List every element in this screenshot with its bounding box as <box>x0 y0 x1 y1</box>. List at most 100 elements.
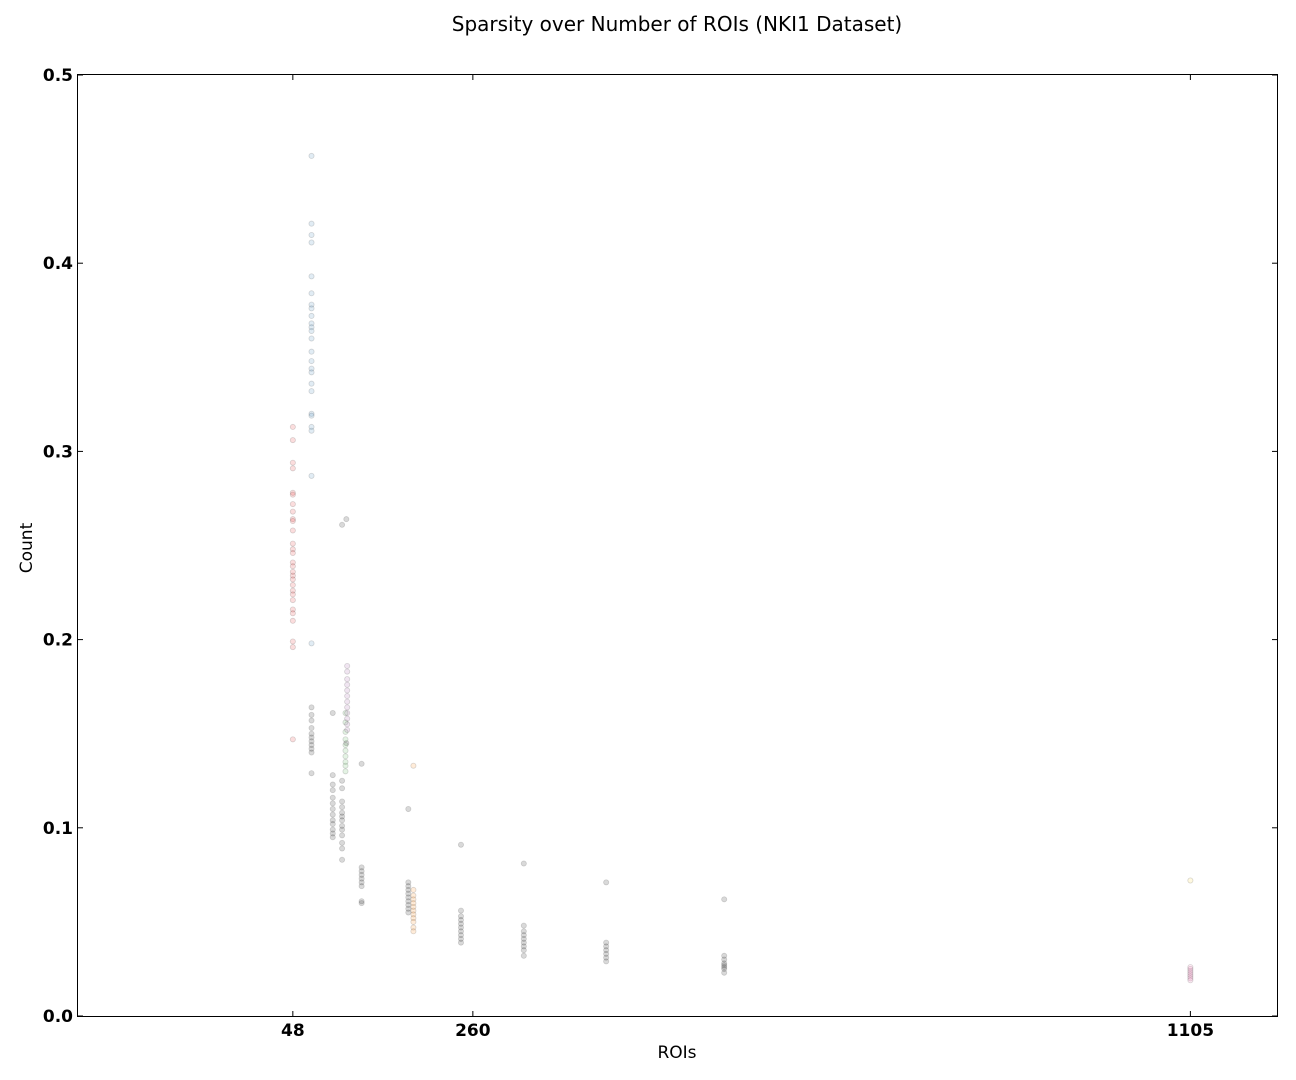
x-axis-label: ROIs <box>657 1043 696 1063</box>
data-point-s5-10 <box>410 924 417 931</box>
data-point-s2-90 <box>721 964 728 971</box>
data-point-s0-27 <box>289 644 296 651</box>
data-point-s5-8 <box>410 915 417 922</box>
data-point-s2-6 <box>308 738 315 745</box>
data-point-s2-53 <box>405 890 412 897</box>
x-tick-label: 260 <box>455 1021 491 1041</box>
data-point-s5-5 <box>410 903 417 910</box>
data-point-s2-84 <box>603 958 610 965</box>
data-point-s6-0 <box>1187 877 1194 884</box>
data-point-s2-80 <box>603 943 610 950</box>
data-point-s5-4 <box>410 900 417 907</box>
data-point-s2-54 <box>405 894 412 901</box>
data-point-s0-12 <box>289 546 296 553</box>
data-point-s2-78 <box>603 879 610 886</box>
y-tick-label: 0.5 <box>43 66 73 86</box>
data-point-s1-10 <box>308 324 315 331</box>
data-point-s1-8 <box>308 312 315 319</box>
data-point-s7-0 <box>1187 964 1194 971</box>
data-point-s1-16 <box>308 369 315 376</box>
data-point-s1-1 <box>308 220 315 227</box>
data-point-s7-5 <box>1187 973 1194 980</box>
data-point-s7-6 <box>1187 975 1194 982</box>
data-point-s4-4 <box>344 687 351 694</box>
data-point-s2-47 <box>358 898 365 905</box>
data-point-s0-16 <box>289 568 296 575</box>
data-point-s1-24 <box>308 640 315 647</box>
data-point-s0-19 <box>289 582 296 589</box>
y-tick-label: 0.1 <box>43 819 73 839</box>
data-point-s0-14 <box>289 559 296 566</box>
data-point-s2-45 <box>358 879 365 886</box>
data-point-s2-11 <box>329 709 336 716</box>
data-point-s2-52 <box>405 886 412 893</box>
data-point-s2-22 <box>329 830 336 837</box>
data-point-s2-74 <box>520 939 527 946</box>
data-point-s4-7 <box>344 704 351 711</box>
data-point-s2-3 <box>308 725 315 732</box>
data-point-s0-1 <box>289 437 296 444</box>
data-point-s0-17 <box>289 572 296 579</box>
data-point-s2-56 <box>405 901 412 908</box>
data-point-s2-36 <box>339 845 346 852</box>
data-point-s2-40 <box>358 760 365 767</box>
data-point-s2-5 <box>308 734 315 741</box>
data-point-s2-88 <box>721 960 728 967</box>
data-points <box>289 152 1194 984</box>
data-point-s3-6 <box>342 753 349 760</box>
data-point-s2-68 <box>457 939 464 946</box>
data-point-s2-51 <box>405 883 412 890</box>
data-point-s2-82 <box>603 950 610 957</box>
data-point-s7-4 <box>1187 971 1194 978</box>
data-point-s2-2 <box>308 717 315 724</box>
data-point-s2-26 <box>339 785 346 792</box>
data-point-s1-18 <box>308 388 315 395</box>
data-point-s2-17 <box>329 805 336 812</box>
data-point-s2-60 <box>457 907 464 914</box>
data-point-s2-67 <box>457 935 464 942</box>
data-point-s2-46 <box>358 883 365 890</box>
data-point-s4-10 <box>344 721 351 728</box>
data-point-s2-70 <box>520 922 527 929</box>
data-point-s2-35 <box>339 839 346 846</box>
data-point-s7-7 <box>1187 977 1194 984</box>
data-point-s3-7 <box>342 758 349 765</box>
data-point-s2-15 <box>329 794 336 801</box>
data-point-s5-6 <box>410 907 417 914</box>
data-point-s0-22 <box>289 597 296 604</box>
data-point-s2-91 <box>721 965 728 972</box>
data-point-s2-83 <box>603 954 610 961</box>
data-point-s0-28 <box>289 736 296 743</box>
data-point-s3-2 <box>342 728 349 735</box>
data-point-s2-43 <box>358 871 365 878</box>
data-point-s0-4 <box>289 489 296 496</box>
data-point-s0-24 <box>289 610 296 617</box>
data-point-s2-50 <box>405 879 412 886</box>
data-point-s4-8 <box>344 709 351 716</box>
data-point-s1-13 <box>308 348 315 355</box>
data-point-s2-12 <box>329 772 336 779</box>
data-point-s2-18 <box>329 811 336 818</box>
data-point-s5-1 <box>410 886 417 893</box>
plot-frame <box>77 74 1278 1017</box>
data-point-s1-6 <box>308 301 315 308</box>
data-point-s2-19 <box>329 817 336 824</box>
data-point-s5-2 <box>410 892 417 899</box>
data-point-s2-38 <box>343 516 350 523</box>
data-point-s4-11 <box>344 726 351 733</box>
y-tick-label: 0.0 <box>43 1007 73 1027</box>
data-point-s2-58 <box>405 909 412 916</box>
data-point-s2-21 <box>329 826 336 833</box>
data-point-s1-22 <box>308 427 315 434</box>
data-point-s2-0 <box>308 704 315 711</box>
data-point-s2-57 <box>405 905 412 912</box>
data-point-s0-26 <box>289 638 296 645</box>
data-point-s0-25 <box>289 617 296 624</box>
data-point-s2-87 <box>721 956 728 963</box>
data-point-s2-63 <box>457 920 464 927</box>
data-point-s1-12 <box>308 335 315 342</box>
chart-title: Sparsity over Number of ROIs (NKI1 Datas… <box>452 12 902 36</box>
data-point-s2-10 <box>308 770 315 777</box>
y-tick-label: 0.4 <box>43 254 73 274</box>
data-point-s4-2 <box>344 676 351 683</box>
